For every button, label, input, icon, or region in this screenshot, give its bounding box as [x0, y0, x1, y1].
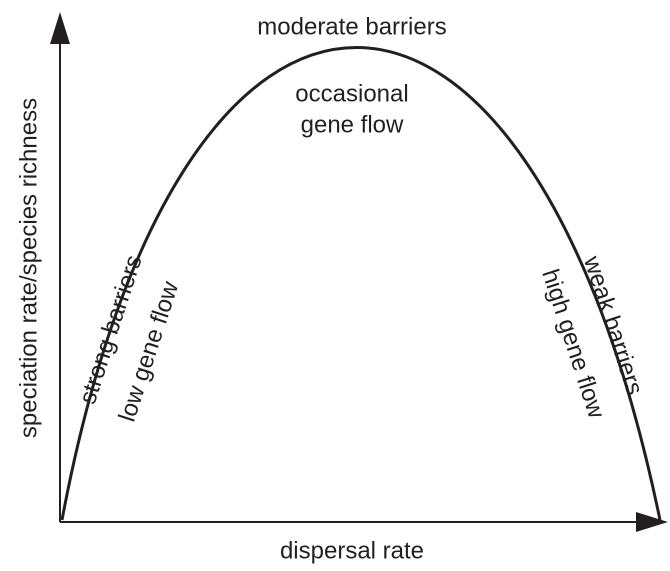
x-axis-label: dispersal rate: [280, 537, 424, 564]
annotation: moderate barriers: [257, 13, 446, 40]
annotation: occasional: [295, 80, 408, 107]
x-axis-arrow: [636, 512, 668, 532]
curve: [60, 46, 662, 521]
y-axis-label: speciation rate/species richness: [15, 98, 42, 438]
annotation: gene flow: [301, 111, 404, 138]
y-axis-arrow: [50, 12, 70, 44]
